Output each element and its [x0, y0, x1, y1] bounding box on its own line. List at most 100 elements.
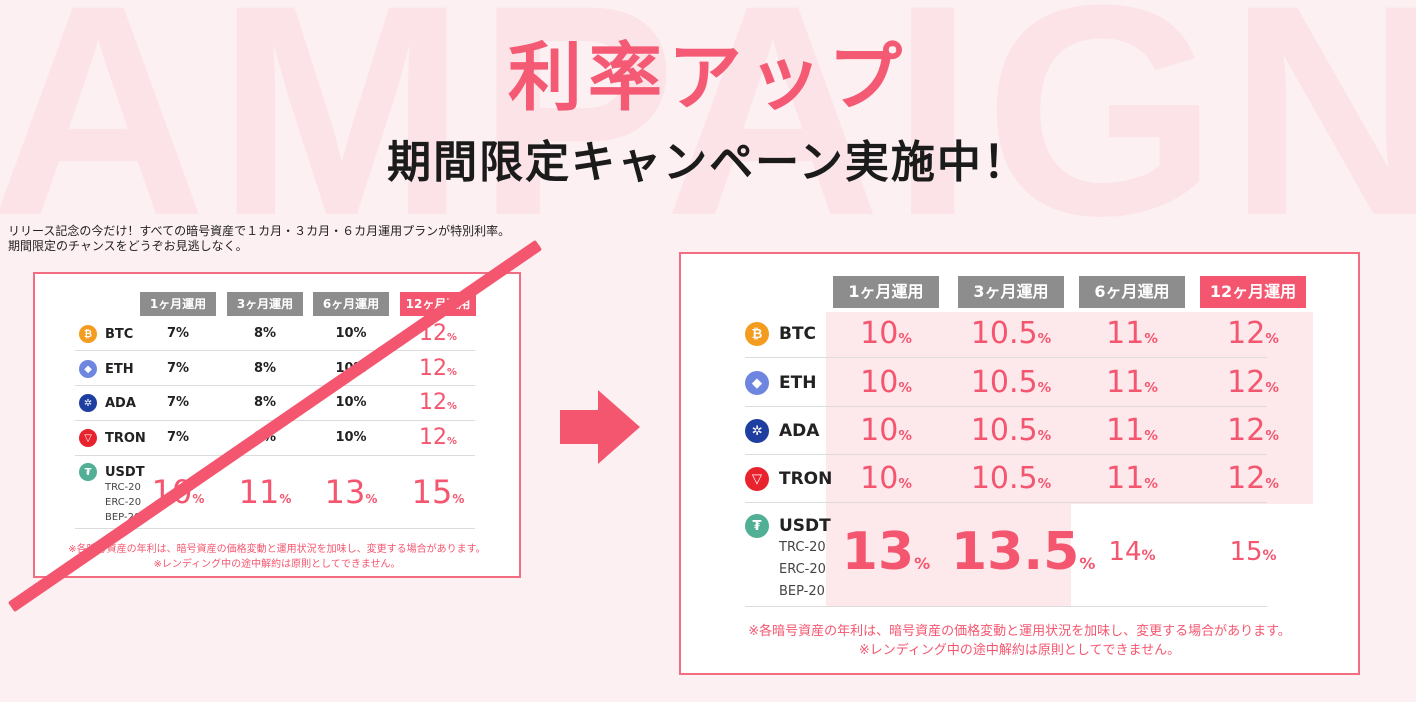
- rate-value: 10.5: [970, 461, 1038, 496]
- percent-sign: %: [1144, 380, 1158, 396]
- percent-sign: %: [1144, 476, 1158, 492]
- cardano-icon: ✲: [79, 394, 97, 412]
- rate-value: 13: [841, 522, 915, 582]
- old-network-trc-20: TRC-20: [105, 482, 141, 493]
- new-coin-ada: ✲ ADA: [745, 419, 819, 443]
- new-row-divider: [745, 454, 1267, 455]
- percent-sign: %: [1265, 380, 1279, 396]
- rate-value: 12: [1227, 461, 1266, 496]
- new-rate-usdt-2: 13.5%: [951, 522, 1095, 594]
- coin-name: ADA: [779, 421, 820, 441]
- rate-value: 10%: [335, 395, 367, 410]
- coin-name: TRON: [779, 469, 833, 489]
- new-rate-tron-3: 11%: [1072, 462, 1192, 501]
- cardano-icon: ✲: [745, 419, 769, 443]
- coin-name: TRON: [105, 430, 146, 446]
- old-coin-tron: ▽ TRON: [79, 429, 146, 447]
- old-rate-ada-4: 12%: [398, 392, 478, 417]
- new-note-1: ※各暗号資産の年利は、暗号資産の価格変動と運用状況を加味し、変更する場合がありま…: [748, 624, 1291, 639]
- new-plan-tag-1: 1ヶ月運用: [833, 276, 939, 308]
- old-rate-tron-4: 12%: [398, 427, 478, 452]
- rate-value: 7%: [166, 395, 190, 410]
- new-shade-rates: [826, 312, 1313, 504]
- old-rate-btc-2: 8%: [225, 324, 305, 344]
- percent-sign: %: [1079, 554, 1096, 573]
- tron-icon: ▽: [79, 429, 97, 447]
- old-note-1: ※各暗号資産の年利は、暗号資産の価格変動と運用状況を加味し、変更する場合がありま…: [68, 544, 486, 555]
- rate-value: 11: [238, 473, 280, 511]
- new-rate-ada-4: 12%: [1193, 414, 1313, 453]
- ethereum-icon: ◆: [745, 371, 769, 395]
- rate-value: 14: [1108, 537, 1142, 567]
- rate-value: 10.5: [970, 316, 1038, 351]
- new-network-bep-20: BEP-20: [779, 584, 825, 599]
- percent-sign: %: [1037, 331, 1052, 347]
- new-network-erc-20: ERC-20: [779, 562, 826, 577]
- old-rate-ada-3: 10%: [311, 393, 391, 413]
- percent-sign: %: [1141, 548, 1156, 564]
- new-coin-eth: ◆ ETH: [745, 371, 816, 395]
- new-rate-tron-2: 10.5%: [951, 462, 1071, 501]
- old-rate-btc-3: 10%: [311, 324, 391, 344]
- old-row-divider: [75, 350, 475, 351]
- new-rate-ada-1: 10%: [826, 414, 946, 453]
- background-watermark-text: AMPAIGN: [0, 0, 1416, 278]
- new-plan-tag-2: 3ヶ月運用: [958, 276, 1064, 308]
- new-note-2: ※レンディング中の途中解約は原則としてできません。: [858, 643, 1181, 658]
- rate-value: 7%: [166, 326, 190, 341]
- rate-value: 12: [419, 356, 448, 381]
- old-rate-tron-3: 10%: [311, 428, 391, 448]
- percent-sign: %: [1262, 548, 1277, 564]
- percent-sign: %: [447, 401, 457, 412]
- old-rate-ada-2: 8%: [225, 393, 305, 413]
- old-rate-eth-4: 12%: [398, 356, 478, 383]
- rate-value: 13.5: [951, 522, 1080, 582]
- percent-sign: %: [898, 380, 912, 396]
- rate-value: 15: [1229, 537, 1263, 567]
- new-row-divider: [745, 406, 1267, 407]
- intro-line-1: リリース記念の今だけ！すべての暗号資産で１カ月・３カ月・６カ月運用プランが特別利…: [8, 224, 511, 238]
- old-coin-btc: ₿ BTC: [79, 325, 133, 343]
- new-rate-table: ※各暗号資産の年利は、暗号資産の価格変動と運用状況を加味し、変更する場合がありま…: [679, 252, 1360, 675]
- campaign-subtitle: 期間限定キャンペーン実施中！: [387, 137, 1029, 188]
- new-rate-btc-4: 12%: [1193, 317, 1313, 356]
- old-rate-eth-1: 7%: [138, 359, 218, 379]
- new-row-divider: [745, 606, 1267, 607]
- rate-value: 11: [1106, 365, 1145, 400]
- coin-name: BTC: [779, 324, 817, 344]
- percent-sign: %: [1265, 476, 1279, 492]
- rate-value: 10: [860, 461, 899, 496]
- new-rate-usdt-1: 13%: [826, 522, 946, 594]
- percent-sign: %: [447, 332, 457, 343]
- new-network-trc-20: TRC-20: [779, 540, 826, 555]
- percent-sign: %: [1144, 331, 1158, 347]
- rate-value: 8%: [253, 326, 277, 341]
- percent-sign: %: [898, 428, 912, 444]
- rate-value: 10%: [335, 326, 367, 341]
- coin-name: ADA: [105, 395, 136, 411]
- rate-value: 11: [1106, 461, 1145, 496]
- percent-sign: %: [447, 436, 457, 447]
- tether-icon: ₮: [79, 463, 97, 481]
- percent-sign: %: [365, 492, 378, 506]
- old-plan-tag-2: 3ヶ月運用: [227, 292, 303, 316]
- old-row-divider: [75, 455, 475, 456]
- rate-value: 13: [324, 473, 366, 511]
- intro-line-2: 期間限定のチャンスをどうぞお見逃しなく。: [8, 239, 248, 253]
- percent-sign: %: [914, 554, 931, 573]
- percent-sign: %: [452, 492, 465, 506]
- old-coin-ada: ✲ ADA: [79, 394, 136, 412]
- percent-sign: %: [1144, 428, 1158, 444]
- coin-name: BTC: [105, 326, 134, 342]
- rate-value: 8%: [253, 361, 277, 376]
- percent-sign: %: [1265, 331, 1279, 347]
- arrow-right-icon: [560, 390, 640, 464]
- new-plan-tag-4: 12ヶ月運用: [1200, 276, 1306, 308]
- rate-value: 12: [1227, 365, 1266, 400]
- new-rate-btc-2: 10.5%: [951, 317, 1071, 356]
- new-row-divider: [745, 502, 1267, 503]
- old-rate-tron-1: 7%: [138, 428, 218, 448]
- percent-sign: %: [1037, 428, 1052, 444]
- percent-sign: %: [1037, 476, 1052, 492]
- percent-sign: %: [898, 476, 912, 492]
